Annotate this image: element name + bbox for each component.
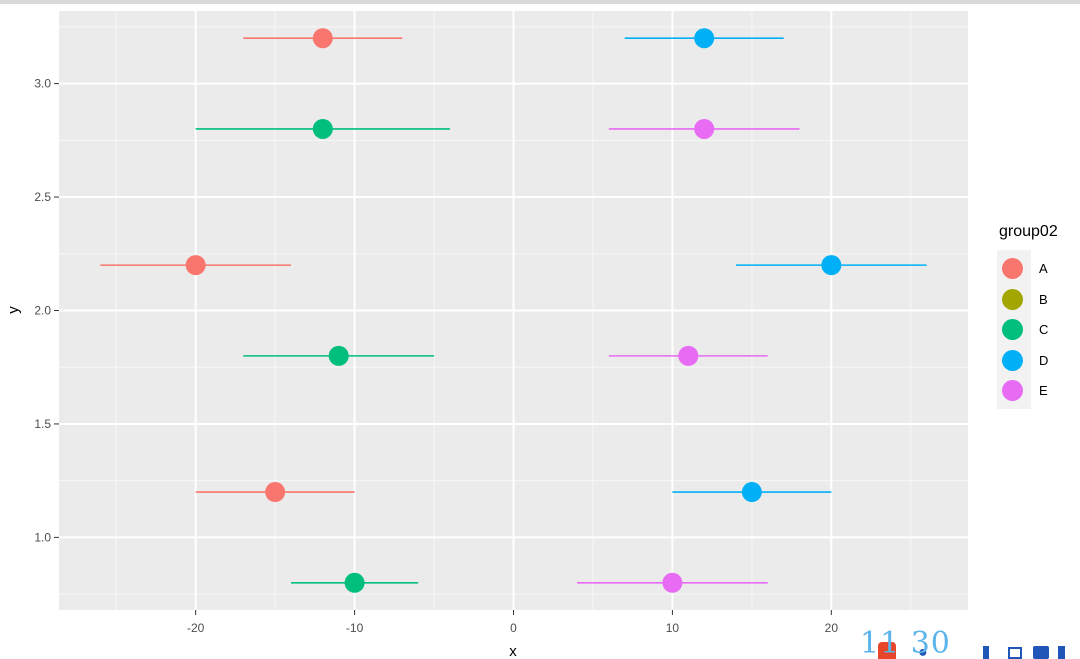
legend-label-d: D — [1039, 352, 1049, 368]
mic-icon — [983, 646, 989, 659]
y-tick-label: 2.0 — [34, 304, 51, 318]
point-a — [185, 255, 206, 276]
point-c — [312, 118, 333, 139]
legend-item-c: C — [997, 315, 1048, 346]
legend-item-b: B — [997, 285, 1048, 316]
x-tick-label: 0 — [510, 621, 517, 635]
legend-swatch-d — [1002, 349, 1023, 371]
keyboard-icon — [1008, 647, 1022, 659]
legend-swatch-b — [1002, 288, 1023, 310]
axis-ticks — [54, 83, 832, 615]
grid-icon — [1058, 646, 1065, 659]
y-axis-title: y — [5, 306, 22, 314]
x-axis-title: x — [509, 643, 517, 659]
watermark-text: 11 30 — [860, 630, 951, 659]
legend-item-a: A — [997, 254, 1048, 285]
legend-keys: A B C D E — [997, 250, 1048, 409]
chinese-char-icon: ● — [918, 644, 928, 659]
x-tick-label: -20 — [187, 621, 205, 635]
data-points — [185, 28, 842, 593]
y-tick-label: 1.5 — [34, 417, 51, 431]
legend-swatch-c — [1002, 319, 1023, 340]
point-a — [265, 482, 286, 503]
point-c — [328, 345, 349, 366]
axis-tick-labels: -20 -10 0 10 20 1.0 1.5 2.0 2.5 3.0 — [34, 77, 838, 635]
legend-label-a: A — [1039, 261, 1048, 276]
point-e — [694, 118, 715, 139]
point-e — [678, 345, 699, 366]
legend-label-b: B — [1039, 291, 1048, 307]
legend-swatch-e — [1002, 380, 1023, 401]
major-gridlines — [59, 11, 968, 610]
legend-label-e: E — [1039, 383, 1048, 398]
point-d — [821, 255, 842, 276]
legend-swatch-a — [1002, 258, 1023, 279]
window-top-rule — [0, 0, 1080, 4]
watermark-overlay: ● 11 30 — [858, 630, 1080, 659]
legend-label-c: C — [1039, 322, 1049, 337]
point-d — [694, 28, 715, 49]
point-e — [662, 572, 683, 593]
legend: group02 A B C D E — [997, 222, 1071, 409]
x-tick-label: -10 — [346, 621, 364, 635]
point-a — [312, 28, 333, 49]
x-tick-label: 20 — [825, 621, 839, 635]
y-tick-label: 2.5 — [34, 190, 51, 204]
legend-item-d: D — [997, 346, 1048, 377]
watermark-icons: ● — [878, 642, 1078, 659]
x-tick-label: 10 — [666, 621, 680, 635]
shirt-icon — [1033, 646, 1049, 659]
point-d — [741, 482, 762, 503]
legend-title: group02 — [999, 223, 1058, 240]
y-tick-label: 3.0 — [34, 77, 51, 91]
logo-icon — [878, 642, 896, 659]
point-c — [344, 572, 365, 593]
legend-item-e: E — [997, 376, 1048, 407]
y-tick-label: 1.0 — [34, 530, 51, 544]
